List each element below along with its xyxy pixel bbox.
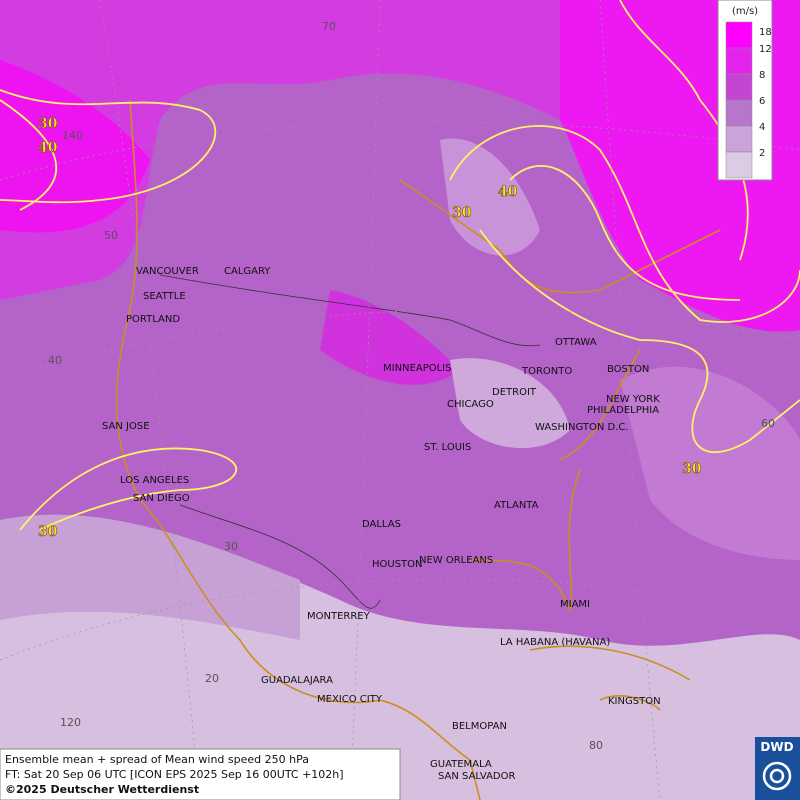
graticule-label: 30 bbox=[224, 540, 238, 553]
footer-box bbox=[0, 748, 401, 800]
contour-label: 40 bbox=[498, 184, 518, 200]
legend-label: 6 bbox=[759, 96, 765, 107]
city-label: NEW YORK bbox=[606, 394, 660, 405]
contour-label: 30 bbox=[38, 524, 58, 540]
contour-label: 40 bbox=[38, 140, 58, 156]
legend-swatch bbox=[725, 73, 753, 101]
legend-swatch bbox=[725, 125, 753, 153]
graticule-label: 40 bbox=[48, 354, 62, 367]
legend-swatch bbox=[725, 47, 753, 75]
footer-line: Ensemble mean + spread of Mean wind spee… bbox=[5, 753, 309, 766]
border bbox=[159, 274, 541, 609]
city-label: GUATEMALA bbox=[430, 759, 492, 770]
logo-icon bbox=[769, 768, 785, 784]
city-label: WASHINGTON D.C. bbox=[535, 422, 629, 433]
legend-swatch bbox=[725, 21, 753, 49]
city-label: SAN DIEGO bbox=[133, 493, 190, 504]
city-label: OTTAWA bbox=[555, 337, 597, 348]
city-label: MONTERREY bbox=[307, 611, 371, 622]
legend-unit: (m/s) bbox=[732, 6, 758, 17]
legend-label: 18 bbox=[759, 27, 772, 38]
coastline bbox=[529, 645, 691, 711]
legend-swatch bbox=[725, 99, 753, 127]
region bbox=[620, 366, 800, 560]
graticule-label: 70 bbox=[322, 20, 336, 33]
city-label: HOUSTON bbox=[372, 559, 423, 570]
logo-text: DWD bbox=[760, 740, 793, 754]
city-label: DETROIT bbox=[492, 387, 537, 398]
graticule-label: 60 bbox=[761, 417, 775, 430]
city-label: VANCOUVER bbox=[136, 266, 199, 277]
contour-label: 30 bbox=[452, 205, 472, 221]
city-label: SAN JOSE bbox=[102, 421, 150, 432]
legend-swatch bbox=[725, 151, 753, 179]
magenta-region bbox=[0, 0, 720, 300]
footer-line: ©2025 Deutscher Wetterdienst bbox=[5, 783, 199, 796]
legend-label: 2 bbox=[759, 148, 765, 159]
contour-label: 30 bbox=[38, 116, 58, 132]
city-label: SAN SALVADOR bbox=[438, 771, 515, 782]
city-label: MIAMI bbox=[560, 599, 590, 610]
city-label: ST. LOUIS bbox=[424, 442, 471, 453]
legend-label: 4 bbox=[759, 122, 765, 133]
coastline bbox=[115, 99, 481, 800]
legend-label: 12 bbox=[759, 44, 772, 55]
graticule-label: 50 bbox=[104, 229, 118, 242]
legend-label: 8 bbox=[759, 70, 765, 81]
city-label: DALLAS bbox=[362, 519, 401, 530]
city-label: MEXICO CITY bbox=[317, 694, 383, 705]
city-label: KINGSTON bbox=[608, 696, 661, 707]
city-label: BELMOPAN bbox=[452, 721, 507, 732]
footer-line: FT: Sat 20 Sep 06 UTC [ICON EPS 2025 Sep… bbox=[5, 768, 344, 781]
city-label: GUADALAJARA bbox=[261, 675, 333, 686]
city-label: ATLANTA bbox=[494, 500, 539, 511]
city-label: MINNEAPOLIS bbox=[383, 363, 451, 374]
contour-label: 30 bbox=[682, 461, 702, 477]
graticule-label: 140 bbox=[62, 129, 83, 142]
city-label: BOSTON bbox=[607, 364, 649, 375]
graticule-label: 20 bbox=[205, 672, 219, 685]
graticule-label: 120 bbox=[60, 716, 81, 729]
graticule-label: 80 bbox=[589, 739, 603, 752]
coastline bbox=[399, 179, 721, 613]
city-label: LA HABANA (HAVANA) bbox=[500, 637, 610, 648]
city-label: PHILADELPHIA bbox=[587, 405, 659, 416]
isotachs bbox=[0, 0, 800, 531]
city-label: LOS ANGELES bbox=[120, 475, 189, 486]
magenta-region bbox=[0, 60, 150, 233]
city-label: TORONTO bbox=[521, 366, 572, 377]
city-label: PORTLAND bbox=[126, 314, 180, 325]
light-region bbox=[450, 358, 570, 449]
city-label: SEATTLE bbox=[143, 291, 186, 302]
city-label: CALGARY bbox=[224, 266, 271, 277]
city-label: NEW ORLEANS bbox=[419, 555, 493, 566]
light-region bbox=[0, 514, 300, 640]
logo-icon bbox=[762, 761, 792, 791]
city-label: CHICAGO bbox=[447, 399, 494, 410]
